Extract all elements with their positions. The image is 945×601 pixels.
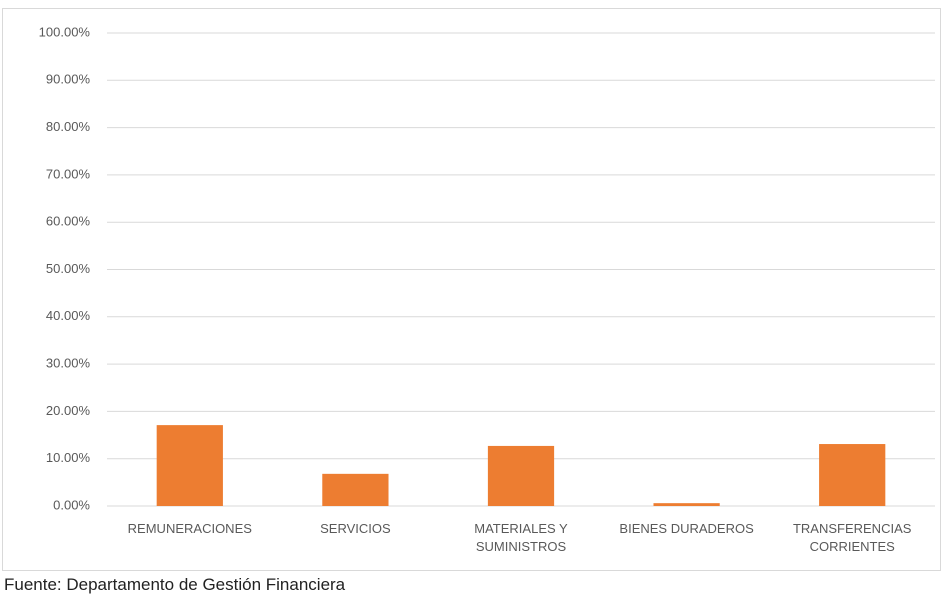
x-tick-label: BIENES DURADEROS (619, 521, 754, 536)
bar (653, 503, 720, 506)
bar (819, 444, 886, 506)
y-tick-label: 80.00% (46, 119, 91, 134)
y-tick-label: 50.00% (46, 261, 91, 276)
source-note: Fuente: Departamento de Gestión Financie… (4, 575, 346, 594)
y-tick-label: 70.00% (46, 166, 91, 181)
chart-frame (2, 8, 941, 571)
y-tick-label: 20.00% (46, 403, 91, 418)
y-tick-label: 10.00% (46, 450, 91, 465)
y-tick-label: 100.00% (39, 24, 91, 39)
y-tick-label: 0.00% (53, 497, 90, 512)
x-tick-label: TRANSFERENCIAS CORRIENTES (792, 521, 912, 554)
x-tick-label: MATERIALES Y SUMINISTROS (474, 521, 568, 554)
y-tick-label: 30.00% (46, 356, 91, 371)
y-tick-label: 40.00% (46, 308, 91, 323)
y-tick-label: 90.00% (46, 72, 91, 87)
y-tick-label: 60.00% (46, 214, 91, 229)
bar (156, 425, 223, 506)
x-tick-label: SERVICIOS (320, 521, 391, 536)
bar (487, 445, 555, 506)
x-tick-label: REMUNERACIONES (127, 521, 252, 536)
bar (322, 473, 389, 506)
